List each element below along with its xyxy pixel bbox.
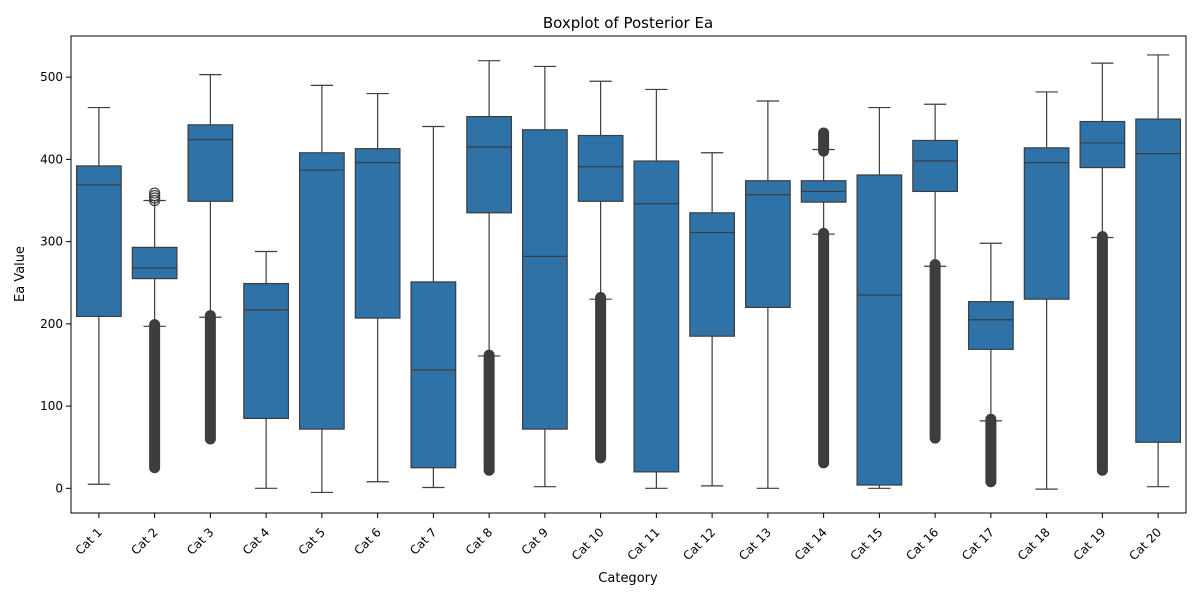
y-tick-label: 100 [40,399,63,413]
box-group [298,84,345,494]
x-axis: Cat 1 Cat 2 Cat 3 Cat 4 Cat 5 Cat 6 Cat 7 Cat 8… [73,513,1164,563]
y-tick-label: 200 [40,317,63,331]
x-tick-label: Cat 7 [407,525,439,557]
box-group [689,152,736,487]
x-tick-label: Cat 19 [1071,525,1109,563]
box-group [131,187,178,474]
box-group [1135,54,1182,488]
box [298,152,345,430]
box [1023,147,1070,300]
x-tick-label: Cat 14 [792,525,830,563]
box-group [410,125,457,489]
x-tick-label: Cat 12 [680,525,718,563]
x-tick-label: Cat 13 [736,525,774,563]
x-tick-label: Cat 6 [351,525,383,557]
box [466,115,513,214]
plot-frame [70,35,1187,514]
y-axis-label: Ea Value [13,246,28,302]
x-tick-label: Cat 4 [240,525,272,557]
box [689,212,736,337]
box [243,282,290,420]
box [912,139,959,193]
box [633,160,680,473]
box-group [187,74,234,445]
box-group [521,65,568,488]
box-group [744,100,791,489]
box-group [577,80,624,464]
box [577,134,624,202]
x-tick-label: Cat 16 [903,525,941,563]
y-tick-label: 500 [40,70,63,84]
box [856,174,903,486]
box-group [354,92,401,483]
x-tick-label: Cat 15 [848,525,886,563]
y-tick-label: 400 [40,152,63,166]
box [410,281,457,469]
box-group [243,250,290,489]
x-tick-label: Cat 10 [569,525,607,563]
box-group [75,106,122,485]
box [521,129,568,430]
box-group [856,106,903,489]
chart-title: Boxplot of Posterior Ea [543,14,713,32]
x-tick-label: Cat 2 [128,525,160,557]
box [187,124,234,202]
box-group [912,103,959,444]
plot-area [75,54,1182,494]
box-group [466,60,513,476]
y-tick-label: 0 [55,481,63,495]
box-group [1079,62,1126,476]
box [75,165,122,318]
x-tick-label: Cat 18 [1015,525,1053,563]
box [967,301,1014,350]
box-group [633,88,680,489]
outlier-point [149,187,161,199]
y-tick-label: 300 [40,235,63,249]
box [744,180,791,308]
box [354,148,401,319]
y-axis: 0 100 200 300 400 500 [40,70,71,495]
x-tick-label: Cat 11 [625,525,663,563]
box [1135,118,1182,443]
box [1079,120,1126,169]
box [131,246,178,280]
x-tick-label: Cat 8 [463,525,495,557]
x-tick-label: Cat 3 [184,525,216,557]
x-tick-label: Cat 20 [1126,525,1164,563]
box-group [967,242,1014,488]
x-tick-label: Cat 1 [73,525,105,557]
x-tick-label: Cat 5 [296,525,328,557]
x-tick-label: Cat 17 [959,525,997,563]
x-tick-label: Cat 9 [519,525,551,557]
box-group [1023,91,1070,490]
box-group [800,127,847,469]
x-axis-label: Category [598,571,658,586]
